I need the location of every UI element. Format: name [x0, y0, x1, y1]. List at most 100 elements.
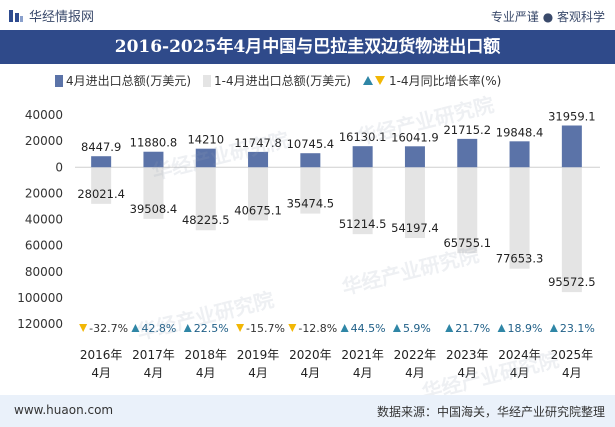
data-label-monthly: 21715.2	[443, 123, 491, 137]
bar-cumulative	[91, 167, 112, 204]
growth-label: -12.8%	[298, 322, 337, 335]
bar-monthly	[352, 146, 373, 168]
y-tick-label: 60000	[25, 239, 63, 253]
x-tick-label: 2022年	[394, 348, 437, 362]
bar-monthly	[248, 151, 269, 168]
bar-monthly	[457, 138, 478, 168]
growth-marker-up-icon	[445, 324, 454, 332]
triangle-up-icon	[362, 76, 373, 85]
data-label-cumulative: 28021.4	[77, 187, 125, 201]
data-label-cumulative: 40675.1	[234, 203, 282, 217]
y-tick-label: 100000	[17, 291, 63, 305]
data-label-monthly: 19848.4	[496, 125, 544, 139]
bar-monthly	[143, 151, 164, 168]
top-bar: 华经情报网 专业严谨 ● 客观科学	[0, 0, 615, 30]
x-tick-label: 2019年	[237, 348, 280, 362]
growth-label: -32.7%	[89, 322, 128, 335]
triangle-down-icon	[374, 76, 385, 85]
bar-cumulative	[300, 167, 321, 214]
data-label-monthly: 16041.9	[391, 130, 439, 144]
growth-marker-up-icon	[392, 324, 401, 332]
data-label-cumulative: 65755.1	[443, 236, 491, 250]
growth-label: 23.1%	[560, 322, 595, 335]
legend-swatch-monthly	[55, 74, 63, 87]
logo-icon	[8, 8, 24, 24]
growth-label: 5.9%	[403, 322, 431, 335]
footer: www.huaon.com 数据来源：中国海关，华经产业研究院整理	[0, 395, 615, 427]
legend-label-cumulative: 1-4月进出口总额(万美元)	[214, 74, 351, 88]
legend-item-growth: 1-4月同比增长率(%)	[362, 72, 502, 89]
x-tick-label: 2024年	[498, 348, 541, 362]
logo: 华经情报网	[8, 6, 94, 25]
bar-monthly	[509, 141, 530, 168]
data-label-cumulative: 77653.3	[496, 252, 544, 266]
data-label-monthly: 31959.1	[548, 110, 596, 124]
growth-label: -15.7%	[246, 322, 285, 335]
x-tick-label: 4月	[353, 366, 373, 380]
x-tick-label: 4月	[196, 366, 216, 380]
site-url: www.huaon.com	[14, 403, 114, 417]
x-tick-label: 2023年	[446, 348, 489, 362]
growth-marker-down-icon	[236, 324, 245, 332]
tagline: 专业严谨 ● 客观科学	[490, 10, 605, 24]
growth-label: 18.9%	[508, 322, 543, 335]
y-tick-label: 40000	[25, 213, 63, 227]
bar-monthly	[404, 146, 425, 168]
chart-area: 40000 20000 0 20000 40000 60000 80000 100000 120…	[17, 108, 600, 380]
growth-marker-up-icon	[549, 324, 558, 332]
bar-monthly	[91, 156, 112, 168]
data-label-monthly: 11747.8	[234, 136, 282, 150]
x-tick-label: 4月	[562, 366, 582, 380]
y-tick-label: 120000	[17, 317, 63, 331]
x-tick-label: 4月	[510, 366, 530, 380]
bar-cumulative	[143, 167, 164, 219]
bar-cumulative	[561, 167, 582, 293]
x-tick-label: 2018年	[184, 348, 227, 362]
growth-marker-up-icon	[340, 324, 349, 332]
logo-text: 华经情报网	[29, 10, 95, 25]
x-tick-label: 4月	[301, 366, 321, 380]
x-tick-label: 4月	[91, 366, 111, 380]
bar-cumulative	[404, 167, 425, 239]
x-tick-label: 2025年	[551, 348, 594, 362]
chart-title: 2016-2025年4月中国与巴拉圭双边货物进出口额	[0, 30, 615, 64]
growth-marker-up-icon	[497, 324, 506, 332]
data-label-cumulative: 51214.5	[339, 217, 387, 231]
legend-item-cumulative: 1-4月进出口总额(万美元)	[203, 72, 351, 89]
growth-marker-down-icon	[79, 324, 88, 332]
y-tick-label: 80000	[25, 265, 63, 279]
data-label-cumulative: 54197.4	[391, 221, 439, 235]
growth-label: 22.5%	[194, 322, 229, 335]
x-tick-label: 4月	[144, 366, 164, 380]
growth-marker-up-icon	[183, 324, 192, 332]
bar-cumulative	[509, 167, 530, 269]
x-tick-label: 2020年	[289, 348, 332, 362]
x-tick-label: 2017年	[132, 348, 175, 362]
growth-label: 21.7%	[455, 322, 490, 335]
y-tick-label: 0	[55, 160, 63, 174]
data-label-cumulative: 48225.5	[182, 213, 230, 227]
growth-label: 42.8%	[141, 322, 176, 335]
bar-cumulative	[248, 167, 269, 221]
legend-label-growth: 1-4月同比增长率(%)	[388, 74, 502, 88]
data-label-monthly: 14210	[187, 133, 224, 147]
bar-monthly	[300, 153, 321, 168]
y-tick-label: 20000	[25, 186, 63, 200]
x-tick-label: 4月	[405, 366, 425, 380]
growth-marker-up-icon	[131, 324, 140, 332]
x-tick-label: 4月	[457, 366, 477, 380]
data-label-monthly: 16130.1	[339, 130, 387, 144]
x-tick-label: 2016年	[80, 348, 123, 362]
x-tick-label: 4月	[248, 366, 268, 380]
bar-cumulative	[195, 167, 216, 231]
legend-item-monthly: 4月进出口总额(万美元)	[55, 72, 191, 89]
bar-cumulative	[457, 167, 478, 254]
data-label-monthly: 10745.4	[287, 137, 335, 151]
data-label-cumulative: 39508.4	[130, 202, 178, 216]
data-label-cumulative: 35474.5	[287, 197, 335, 211]
growth-marker-down-icon	[288, 324, 297, 332]
bar-monthly	[561, 125, 582, 168]
y-tick-label: 40000	[25, 108, 63, 122]
bar-monthly	[195, 148, 216, 168]
bar-cumulative	[352, 167, 373, 235]
